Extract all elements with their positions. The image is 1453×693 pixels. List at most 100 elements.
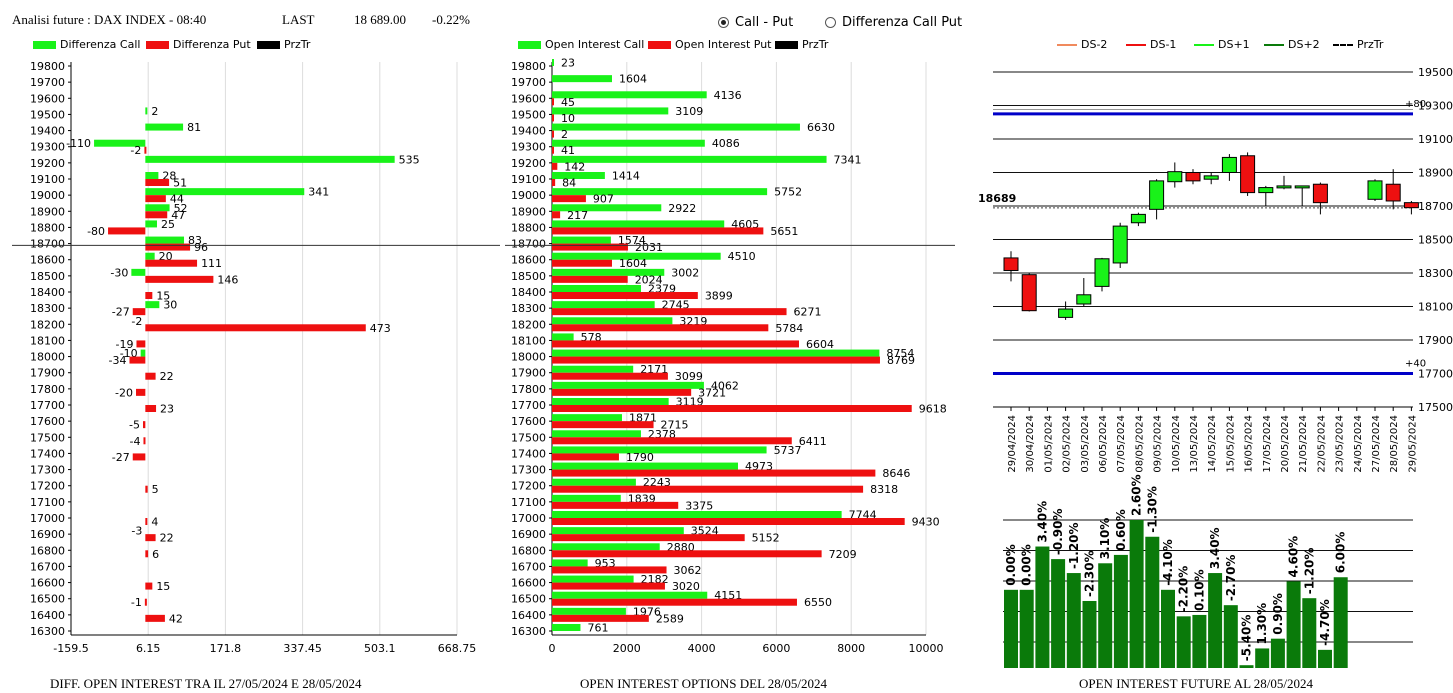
future-oi-bar <box>1318 649 1332 668</box>
diff-bar <box>145 301 160 309</box>
x-date-label: 24/05/2024 <box>1353 415 1364 473</box>
bar-value-label: 2 <box>561 128 568 141</box>
diff-bar <box>145 550 149 558</box>
oi-bar <box>552 598 797 606</box>
diff-bar <box>94 139 146 147</box>
oi-bar <box>552 591 708 599</box>
legend-ds-1: DS-1 <box>1126 38 1176 51</box>
bar-value-label: 5752 <box>774 186 802 199</box>
last-label: LAST <box>282 12 315 27</box>
oi-bar <box>552 398 669 405</box>
oi-bar <box>552 624 581 631</box>
oi-bar <box>552 333 574 341</box>
y-tick-label: 19700 <box>30 76 65 89</box>
y-tick-label: 18200 <box>30 318 65 331</box>
x-date-label: 29/05/2024 <box>1407 415 1418 473</box>
y-tick-label: 18800 <box>30 221 65 234</box>
y-tick-label: 19300 <box>511 141 546 154</box>
bar-value-label: 15 <box>156 290 170 303</box>
y-tick-label: 17500 <box>511 431 546 444</box>
bar-value-label: -27 <box>112 451 130 464</box>
bar-value-label: 6604 <box>806 338 834 351</box>
oi-bar <box>552 98 554 106</box>
bar-value-label: 146 <box>217 273 238 286</box>
legend-swatch-green <box>518 40 541 49</box>
oi-bar <box>552 607 626 615</box>
x-date-label: 01/05/2024 <box>1043 415 1054 473</box>
diff-bar <box>145 614 165 622</box>
bar-percent-label: -5.40% <box>1240 615 1254 662</box>
bar-value-label: 8754 <box>886 347 914 360</box>
diff-bar <box>143 421 146 429</box>
bar-percent-label: 4.60% <box>1287 536 1301 578</box>
future-oi-bar <box>1098 563 1113 668</box>
y-tick-label: 19000 <box>30 189 65 202</box>
bar-percent-label: 0.00% <box>1004 544 1018 586</box>
legend-label: DS+1 <box>1218 38 1250 51</box>
diff-bar <box>145 518 148 525</box>
change-percent: -0.22% <box>432 12 470 27</box>
oi-bar <box>552 614 649 622</box>
legend-ds+2: DS+2 <box>1264 38 1320 51</box>
oi-bar <box>552 162 558 170</box>
bar-percent-label: 2.60% <box>1130 474 1144 516</box>
oi-bar <box>552 559 588 567</box>
bar-value-label: 6630 <box>807 121 835 134</box>
y-tick-label: 18900 <box>30 205 65 218</box>
y-tick-label: 16800 <box>30 544 65 557</box>
x-date-label: 02/05/2024 <box>1062 415 1073 473</box>
oi-bar <box>552 59 554 66</box>
y-tick-label: 19600 <box>30 92 65 105</box>
diff-bar <box>145 243 191 251</box>
y-tick-label: 17700 <box>30 399 65 412</box>
bar-value-label: 23 <box>561 57 575 70</box>
diff-bar <box>145 236 185 244</box>
radio-diff-call-put[interactable]: Differenza Call Put <box>825 15 962 30</box>
candle-body <box>1312 183 1328 204</box>
legend-swatch-red <box>648 40 671 49</box>
x-tick-label: 337.45 <box>283 642 322 655</box>
legend-label: PrzTr <box>284 38 311 51</box>
diff-bar <box>145 252 155 260</box>
bar-value-label: 4086 <box>712 137 740 150</box>
bar-value-label: -2 <box>131 315 142 328</box>
x-date-label: 17/05/2024 <box>1262 415 1273 473</box>
oi-bar <box>552 356 880 364</box>
bar-percent-label: -2.70% <box>1224 555 1238 602</box>
radio-call-put[interactable]: Call - Put <box>718 15 793 30</box>
bar-value-label: 1414 <box>612 170 640 183</box>
bar-value-label: 2024 <box>635 273 663 286</box>
bar-percent-label: 3.40% <box>1035 501 1049 543</box>
oi-bar <box>552 478 636 486</box>
y-tick-label: 19600 <box>511 92 546 105</box>
bar-value-label: -2 <box>130 144 141 157</box>
future-oi-bar <box>1066 573 1081 668</box>
future-oi-bar <box>1286 581 1301 668</box>
legend-label: Open Interest Put <box>675 38 772 51</box>
bar-value-label: 96 <box>194 241 208 254</box>
bar-value-label: -3 <box>131 525 142 538</box>
bar-percent-label: 0.90% <box>1271 593 1285 635</box>
diff-bar <box>145 220 157 228</box>
y-tick-label: 18500 <box>30 270 65 283</box>
oi-bar <box>552 511 842 518</box>
bar-value-label: 7341 <box>834 153 862 166</box>
legend-label: PrzTr <box>1357 38 1384 51</box>
candle-body <box>1367 180 1383 200</box>
y-tick-label: 16400 <box>30 609 65 622</box>
future-oi-bar <box>1019 589 1034 668</box>
y-tick-label: 18800 <box>511 221 546 234</box>
future-oi-bar <box>1270 638 1285 668</box>
bar-value-label: 142 <box>564 160 585 173</box>
footer-left: DIFF. OPEN INTEREST TRA IL 27/05/2024 E … <box>50 676 362 691</box>
y-tick-label: 19300 <box>30 141 65 154</box>
oi-bar <box>552 534 745 542</box>
last-price-label: 18689 <box>978 192 1016 205</box>
bar-value-label: 111 <box>201 257 222 270</box>
bar-percent-label: -1.30% <box>1145 486 1159 533</box>
bar-value-label: 907 <box>593 193 614 206</box>
bar-value-label: 1604 <box>619 257 647 270</box>
legend-line-red <box>1126 43 1146 46</box>
